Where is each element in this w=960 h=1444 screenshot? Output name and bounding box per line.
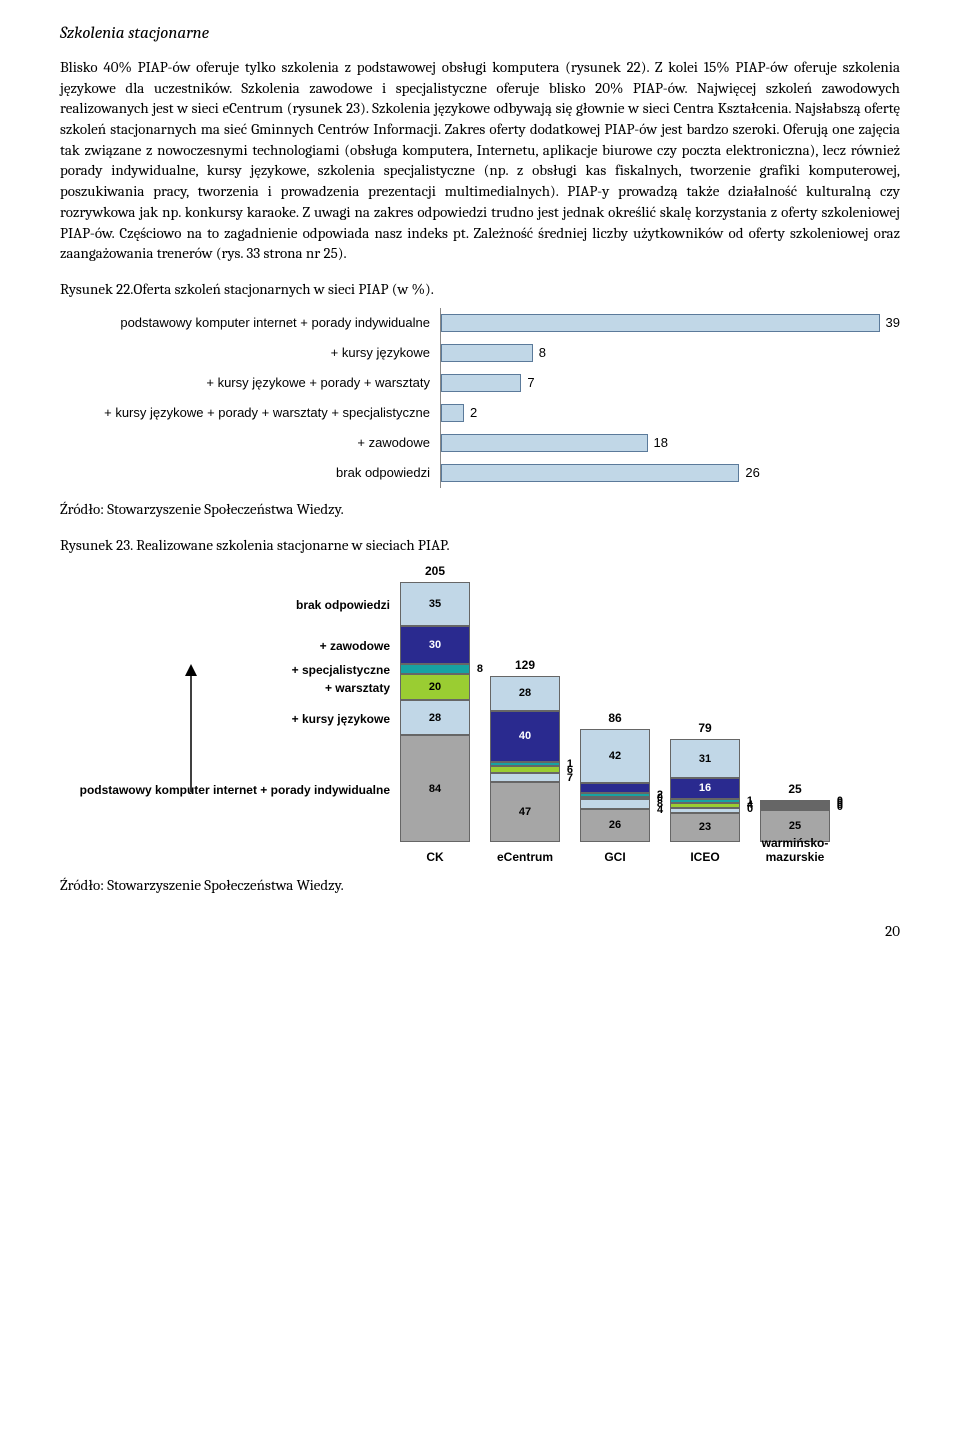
arrow-up-icon <box>182 664 200 797</box>
body-paragraph: Blisko 40% PIAP-ów oferuje tylko szkolen… <box>60 57 900 264</box>
chart2-series-label: + warsztaty <box>325 681 390 695</box>
chart2-column: 284016747129 <box>490 676 560 842</box>
chart1-source: Źródło: Stowarzyszenie Społeczeństwa Wie… <box>60 500 900 518</box>
chart1-bar <box>441 344 533 362</box>
chart2-xlabel: eCentrum <box>490 850 560 864</box>
chart2-total: 129 <box>490 658 560 672</box>
chart2-value: 4 <box>657 804 663 816</box>
chart1-row-label: + kursy językowe <box>60 345 440 360</box>
chart2-column: 31161442379 <box>670 739 740 842</box>
chart1-value: 7 <box>527 375 534 390</box>
chart2-total: 25 <box>760 782 830 796</box>
chart2-segment: 28 <box>490 676 560 712</box>
chart2-segment: 8 <box>400 664 470 674</box>
chart1-bar <box>441 464 739 482</box>
chart2-segment: 28 <box>400 700 470 736</box>
chart2-series-label: brak odpowiedzi <box>296 598 390 612</box>
page-number: 20 <box>60 922 900 940</box>
chart2-segment: 26 <box>580 809 650 842</box>
chart2-value: 0 <box>837 801 843 813</box>
chart2-segment: 84 <box>400 735 470 842</box>
chart1-row-label: podstawowy komputer internet + porady in… <box>60 315 440 330</box>
chart2-series-label: + kursy językowe <box>292 712 390 726</box>
chart2-xlabel: warmińsko- mazurskie <box>760 836 830 864</box>
chart1-bar <box>441 314 880 332</box>
chart1-bar <box>441 404 464 422</box>
chart2-value: 7 <box>567 772 573 784</box>
chart2-series-label: podstawowy komputer internet + porady in… <box>80 783 390 797</box>
chart2-segment: 47 <box>490 782 560 842</box>
chart2-column: 35308202884205 <box>400 582 470 842</box>
section-heading: Szkolenia stacjonarne <box>60 24 900 43</box>
chart2-xlabel: ICEO <box>670 850 740 864</box>
chart2-segment: 40 <box>490 711 560 762</box>
chart2-value: 0 <box>747 803 753 815</box>
chart1-row-label: + kursy językowe + porady + warsztaty <box>60 375 440 390</box>
chart2-segment: 8 <box>580 799 650 809</box>
chart1-caption: Rysunek 22.Oferta szkoleń stacjonarnych … <box>60 280 900 298</box>
chart2-segment: 23 <box>670 813 740 842</box>
chart2-segment: 16 <box>670 778 740 798</box>
chart2-xlabel: CK <box>400 850 470 864</box>
chart2-column: 4282082686 <box>580 729 650 842</box>
chart2-segment: 30 <box>400 626 470 664</box>
chart2-value: 8 <box>477 663 483 675</box>
chart2-total: 79 <box>670 721 740 735</box>
chart1-horizontal-bar: podstawowy komputer internet + porady in… <box>60 308 900 488</box>
chart2-segment: 20 <box>400 674 470 699</box>
chart2-series-label: + specjalistyczne <box>292 663 390 677</box>
chart2-xlabel: GCI <box>580 850 650 864</box>
chart1-value: 18 <box>654 435 668 450</box>
chart2-total: 86 <box>580 711 650 725</box>
chart2-source: Źródło: Stowarzyszenie Społeczeństwa Wie… <box>60 876 900 894</box>
chart1-row-label: + kursy językowe + porady + warsztaty + … <box>60 405 440 420</box>
chart2-segment: 7 <box>490 773 560 782</box>
chart1-value: 8 <box>539 345 546 360</box>
chart2-segment: 6 <box>490 766 560 774</box>
chart2-series-label: + zawodowe <box>320 639 390 653</box>
chart2-segment: 31 <box>670 739 740 778</box>
chart1-bar <box>441 434 648 452</box>
chart2-segment: 35 <box>400 582 470 626</box>
chart2-segment: 42 <box>580 729 650 782</box>
chart1-value: 26 <box>745 465 759 480</box>
chart2-total: 205 <box>400 564 470 578</box>
chart2-caption: Rysunek 23. Realizowane szkolenia stacjo… <box>60 536 900 554</box>
chart1-value: 39 <box>886 315 900 330</box>
chart2-stacked-bar: brak odpowiedzi + zawodowe + specjalistycz… <box>60 564 900 864</box>
chart1-value: 2 <box>470 405 477 420</box>
chart1-bar <box>441 374 521 392</box>
chart1-row-label: + zawodowe <box>60 435 440 450</box>
chart1-row-label: brak odpowiedzi <box>60 465 440 480</box>
chart2-segment: 8 <box>580 783 650 793</box>
